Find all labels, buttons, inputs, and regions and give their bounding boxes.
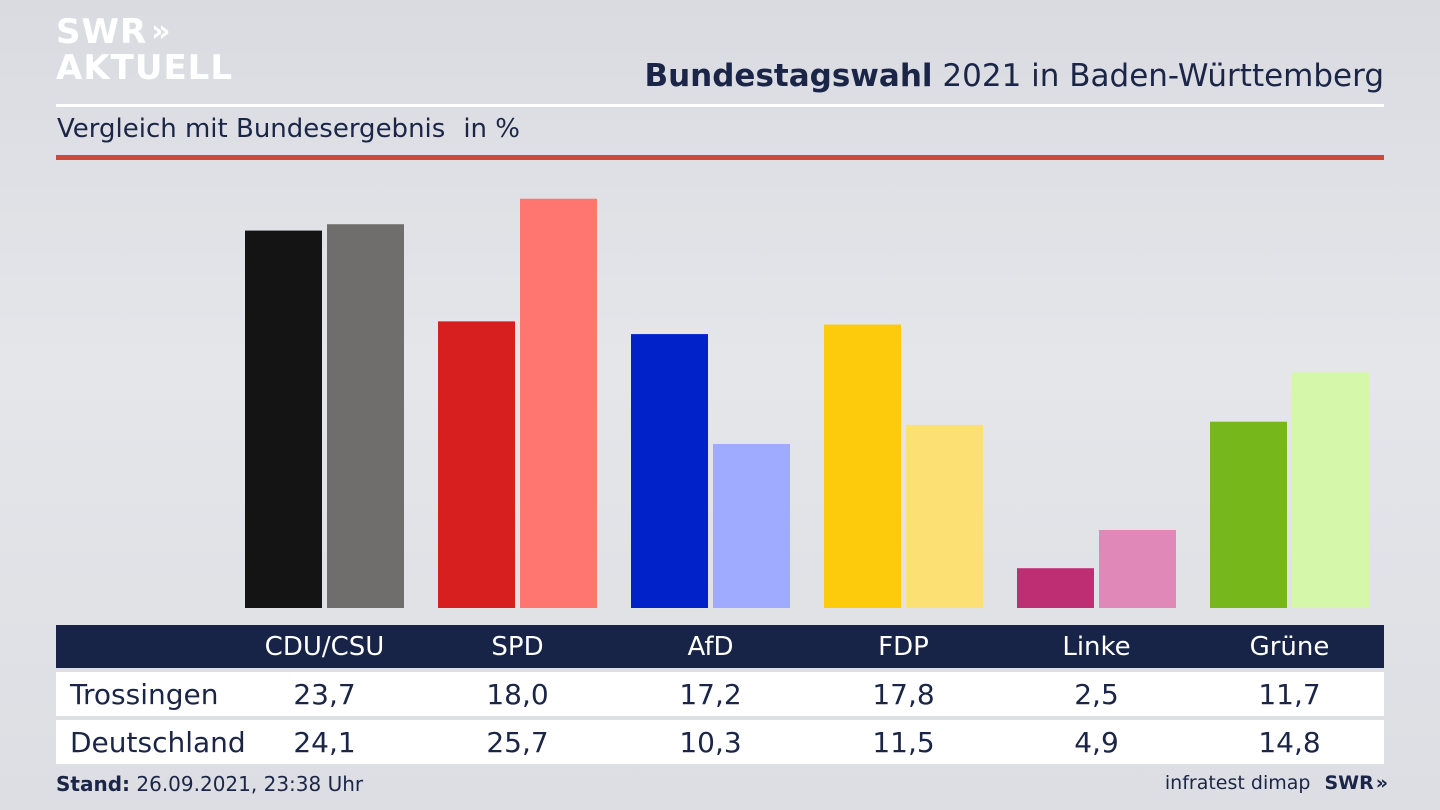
- table-header-cell: AfD: [687, 631, 734, 662]
- subtitle: Vergleich mit Bundesergebnis in %: [57, 114, 520, 144]
- table-cell: 2,5: [1074, 677, 1119, 711]
- table-header-cell: FDP: [878, 631, 929, 662]
- subtitle-text: Vergleich mit Bundesergebnis: [57, 114, 446, 144]
- timestamp: Stand: 26.09.2021, 23:38 Uhr: [56, 772, 363, 796]
- table-cell: 23,7: [293, 677, 356, 711]
- logo-swr-text: SWR: [56, 12, 148, 52]
- table-header-cell: CDU/CSU: [264, 631, 385, 662]
- table-header: CDU/CSU SPD AfD FDP Linke Grüne: [56, 625, 1384, 668]
- table-cell: 10,3: [679, 725, 742, 759]
- page-title: Bundestagswahl 2021 in Baden-Württemberg: [644, 58, 1384, 94]
- table-row-deutschland: Deutschland 24,1 25,7 10,3 11,5 4,9 14,8: [56, 720, 1384, 764]
- table-header-cell: Linke: [1062, 631, 1131, 662]
- title-rest: 2021 in Baden-Württemberg: [932, 58, 1384, 94]
- bar-fdp-deutschland: [906, 424, 983, 608]
- bar-afd-deutschland: [713, 443, 790, 608]
- title-divider: [56, 104, 1384, 107]
- bar-afd-trossingen: [631, 334, 708, 608]
- swr-aktuell-logo: SWR» AKTUELL: [56, 14, 233, 86]
- stand-label: Stand:: [56, 772, 131, 796]
- bar-fdp-trossingen: [824, 324, 901, 608]
- source-credit: infratest dimap SWR»: [1164, 772, 1388, 794]
- results-table: CDU/CSU SPD AfD FDP Linke Grüne Trossingen 23,…: [56, 625, 1384, 764]
- table-cell: 25,7: [486, 725, 549, 759]
- table-cell: 18,0: [486, 677, 549, 711]
- table-header-cell: Grüne: [1249, 631, 1330, 662]
- table-cell: 11,5: [872, 725, 935, 759]
- bar-spd-deutschland: [520, 198, 597, 608]
- bar-grüne-trossingen: [1210, 421, 1287, 608]
- table-cell: 11,7: [1258, 677, 1321, 711]
- bar-cdu-csu-deutschland: [327, 224, 404, 608]
- bar-grüne-deutschland: [1292, 372, 1369, 608]
- title-bold: Bundestagswahl: [644, 58, 933, 94]
- source-text: infratest dimap: [1164, 772, 1311, 794]
- row-label: Trossingen: [70, 677, 219, 711]
- table-row-trossingen: Trossingen 23,7 18,0 17,2 17,8 2,5 11,7: [56, 672, 1384, 716]
- unit-label: in %: [463, 114, 520, 144]
- subtitle-divider: [56, 155, 1384, 160]
- bar-chart: [245, 198, 1369, 608]
- bar-spd-trossingen: [438, 321, 515, 608]
- table-header-cell: SPD: [491, 631, 544, 662]
- stand-value: 26.09.2021, 23:38 Uhr: [130, 772, 364, 796]
- bar-cdu-csu-trossingen: [245, 230, 322, 608]
- table-cell: 17,2: [679, 677, 742, 711]
- bar-linke-trossingen: [1017, 568, 1094, 608]
- table-cell: 4,9: [1074, 725, 1119, 759]
- bar-linke-deutschland: [1099, 529, 1176, 608]
- table-cell: 24,1: [293, 725, 356, 759]
- table-cell: 17,8: [872, 677, 935, 711]
- footer-swr-logo: SWR: [1324, 772, 1374, 794]
- footer-chevron-icon: »: [1375, 772, 1388, 794]
- row-label: Deutschland: [70, 725, 246, 759]
- table-cell: 14,8: [1258, 725, 1321, 759]
- logo-aktuell-text: AKTUELL: [56, 48, 234, 88]
